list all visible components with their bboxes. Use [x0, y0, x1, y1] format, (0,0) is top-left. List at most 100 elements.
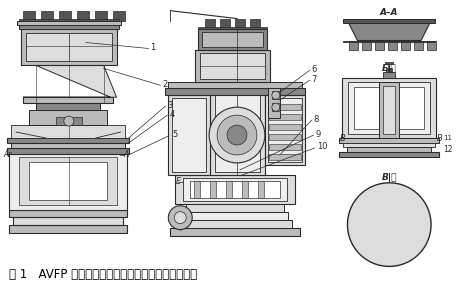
Text: 图 1   AVFP 自动制袋定量真空成型包装设备结构总图: 图 1 AVFP 自动制袋定量真空成型包装设备结构总图 [9, 268, 197, 281]
Text: 8: 8 [314, 115, 319, 124]
Bar [268, 98, 302, 162]
Bar [77, 11, 89, 21]
Circle shape [175, 212, 186, 224]
Bar [250, 19, 260, 29]
Bar [414, 40, 423, 51]
Circle shape [348, 183, 431, 266]
Bar [375, 40, 384, 51]
Bar [210, 90, 265, 175]
Text: E|向: E|向 [382, 64, 397, 73]
Text: 7: 7 [312, 75, 317, 84]
Bar [36, 103, 100, 110]
Text: 3: 3 [167, 101, 173, 110]
Bar [226, 181, 232, 198]
Bar [272, 91, 280, 99]
Bar [198, 29, 267, 51]
Circle shape [217, 115, 257, 155]
Bar [182, 212, 288, 220]
Bar [175, 175, 295, 204]
Bar [7, 148, 129, 154]
Bar [235, 19, 245, 29]
Bar [383, 72, 395, 78]
Bar [190, 181, 280, 198]
Text: B: B [340, 133, 345, 143]
Text: 1: 1 [150, 43, 156, 52]
Bar [388, 40, 397, 51]
Text: 11: 11 [443, 135, 452, 141]
Bar [172, 98, 206, 172]
Bar [29, 162, 106, 200]
Bar [269, 104, 301, 110]
Bar [202, 32, 263, 47]
Bar [59, 11, 71, 21]
Bar [343, 40, 435, 42]
Text: E: E [175, 177, 180, 186]
Polygon shape [23, 65, 116, 97]
Text: 9: 9 [315, 129, 321, 139]
Bar [15, 180, 35, 217]
Bar [23, 11, 35, 21]
Bar [379, 82, 399, 138]
Bar [11, 125, 124, 138]
Bar [170, 228, 300, 236]
Bar [340, 152, 439, 157]
Bar [386, 68, 392, 72]
Bar [9, 225, 127, 232]
Bar [93, 180, 113, 217]
Circle shape [272, 103, 280, 111]
Bar [349, 82, 430, 134]
Bar [19, 25, 119, 29]
Bar [41, 11, 53, 21]
Bar [9, 152, 127, 210]
Text: A: A [123, 150, 129, 160]
Bar [17, 21, 121, 25]
Bar [194, 181, 200, 198]
Bar [166, 88, 305, 95]
Circle shape [64, 116, 74, 126]
Bar [183, 178, 287, 201]
Bar [56, 117, 82, 125]
Bar [348, 147, 431, 152]
Bar [383, 86, 395, 134]
Bar [9, 210, 127, 217]
Bar [168, 82, 302, 88]
Text: B: B [437, 133, 443, 143]
Bar [113, 11, 124, 21]
Bar [343, 143, 435, 147]
Text: 2: 2 [162, 80, 167, 89]
Text: A–A: A–A [380, 8, 399, 17]
Bar [401, 40, 410, 51]
Circle shape [209, 107, 265, 163]
Bar [7, 138, 129, 143]
Bar [269, 154, 301, 160]
Bar [272, 103, 280, 111]
Bar [168, 95, 210, 175]
Text: B|向: B|向 [382, 173, 397, 182]
Bar [342, 78, 436, 138]
Text: 5: 5 [172, 129, 177, 139]
Bar [269, 134, 301, 140]
Bar [195, 51, 270, 82]
Bar [11, 143, 124, 148]
Bar [269, 114, 301, 120]
Bar [269, 144, 301, 150]
Bar [385, 62, 393, 64]
Bar [95, 11, 106, 21]
Bar [205, 19, 215, 29]
Text: 10: 10 [316, 142, 327, 152]
Text: 4: 4 [169, 110, 175, 119]
Text: 12: 12 [443, 146, 453, 154]
Bar [362, 40, 371, 51]
Circle shape [168, 206, 192, 230]
Bar [19, 157, 116, 205]
Bar [210, 181, 216, 198]
Polygon shape [348, 21, 431, 40]
Bar [186, 204, 284, 212]
Bar [26, 32, 112, 61]
Bar [200, 53, 265, 79]
Bar [13, 217, 123, 225]
Circle shape [227, 125, 247, 145]
Bar [198, 27, 267, 29]
Text: 6: 6 [312, 65, 317, 74]
Bar [340, 138, 439, 143]
